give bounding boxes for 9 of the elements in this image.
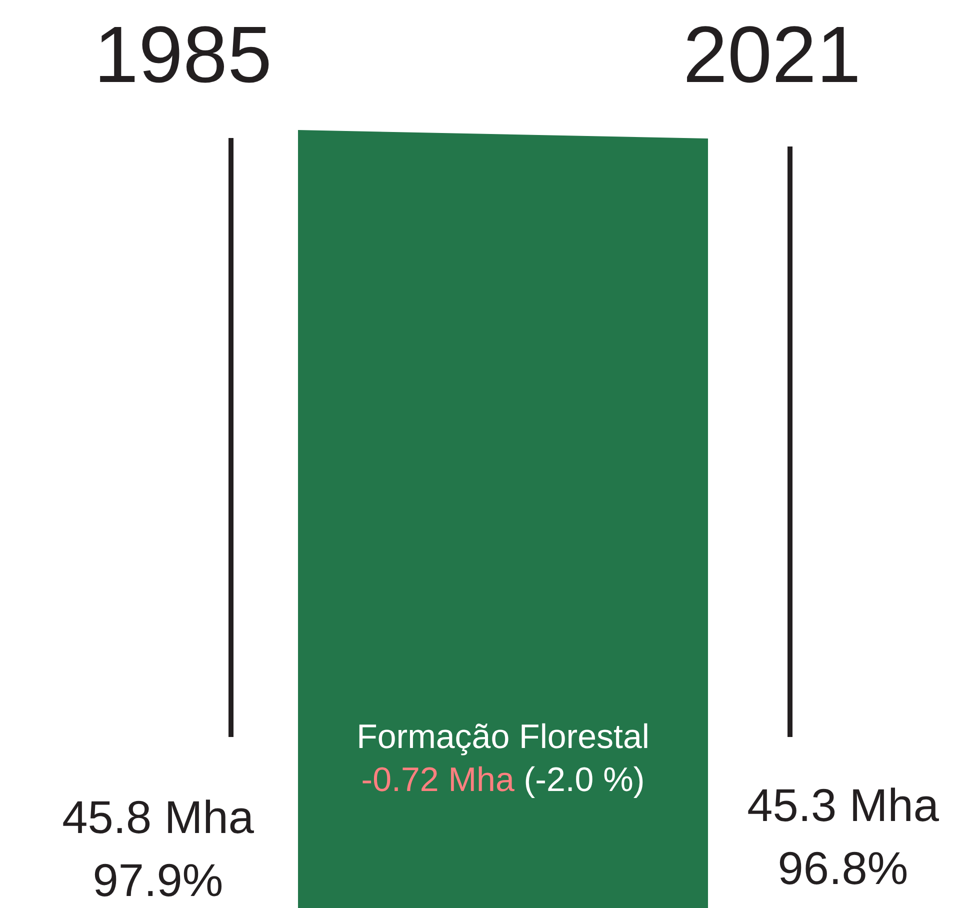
text: 96.8%	[778, 842, 908, 894]
data-label: 45.8 Mha	[62, 791, 254, 843]
category-label: 2021	[683, 10, 861, 99]
text: Formação Florestal	[356, 718, 650, 756]
text: 97.9%	[92, 854, 224, 906]
category-label: 1985	[94, 10, 272, 99]
text: -0.72 Mha	[361, 761, 514, 799]
data-label: 45.3 Mha	[747, 779, 940, 831]
text: (-2.0 %)	[514, 761, 645, 799]
